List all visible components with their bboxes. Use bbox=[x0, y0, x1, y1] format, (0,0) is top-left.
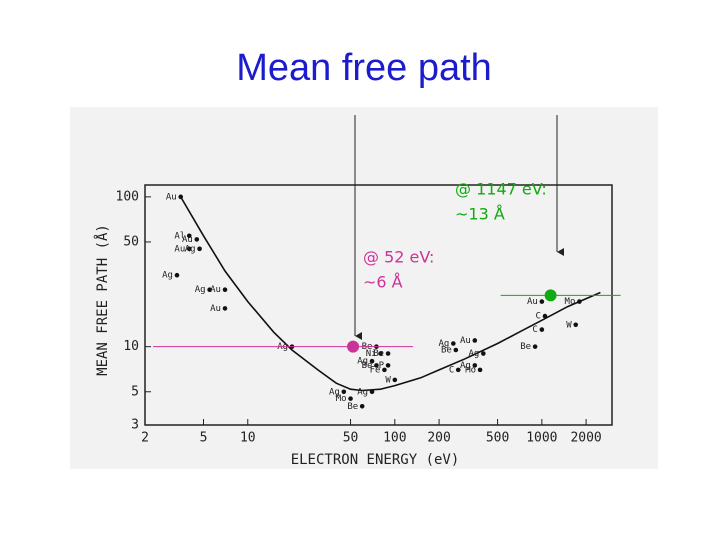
x-tick-label: 500 bbox=[486, 431, 509, 446]
data-point bbox=[385, 351, 391, 356]
x-tick-label: 2 bbox=[141, 431, 149, 446]
data-point bbox=[341, 389, 347, 395]
figure-background bbox=[70, 107, 658, 469]
annotation-text: @ 1147 eV: bbox=[455, 180, 547, 199]
point-label: Ni bbox=[366, 349, 377, 359]
point-label: Au bbox=[460, 336, 471, 346]
data-point bbox=[385, 363, 391, 368]
point-label: C bbox=[449, 365, 454, 375]
x-axis-label: ELECTRON ENERGY (eV) bbox=[291, 452, 460, 468]
data-point bbox=[222, 287, 228, 293]
point-label: W bbox=[566, 320, 572, 330]
y-axis-label: MEAN FREE PATH (Å) bbox=[94, 224, 111, 376]
point-label: Be bbox=[347, 402, 358, 412]
data-point bbox=[539, 299, 545, 304]
data-point bbox=[453, 347, 459, 353]
data-point bbox=[186, 233, 192, 239]
y-tick-label: 5 bbox=[131, 384, 139, 399]
data-point bbox=[348, 396, 353, 401]
plot-frame bbox=[144, 184, 613, 426]
x-tick-label: 100 bbox=[383, 431, 406, 446]
data-point bbox=[207, 287, 212, 293]
y-tick-label: 10 bbox=[123, 339, 139, 354]
point-label: Ag bbox=[460, 361, 471, 371]
point-label: Au bbox=[174, 244, 185, 254]
data-point bbox=[174, 272, 180, 278]
point-label: Al bbox=[174, 231, 185, 241]
x-tick-label: 50 bbox=[343, 431, 359, 446]
highlight-point bbox=[347, 340, 360, 353]
slide-title: Mean free path bbox=[236, 47, 492, 89]
point-label: Au bbox=[210, 285, 221, 295]
x-tick-label: 10 bbox=[240, 431, 256, 446]
data-point bbox=[481, 351, 486, 356]
point-label: P bbox=[379, 361, 385, 371]
point-label: Ag bbox=[468, 349, 479, 359]
data-point bbox=[197, 246, 202, 252]
point-label: Ag bbox=[357, 357, 368, 367]
data-point bbox=[542, 313, 548, 319]
data-point bbox=[222, 306, 228, 311]
point-label: Be bbox=[441, 346, 452, 356]
point-label: Ag bbox=[195, 285, 206, 295]
highlight-point bbox=[544, 289, 557, 302]
data-point bbox=[178, 194, 184, 200]
data-point bbox=[472, 338, 478, 343]
data-point bbox=[577, 299, 582, 304]
point-label: Ag bbox=[329, 387, 340, 397]
data-point bbox=[539, 327, 545, 332]
annotation-text: ~6 Å bbox=[363, 273, 403, 292]
data-point bbox=[573, 322, 579, 328]
y-tick-label: 3 bbox=[131, 418, 139, 433]
x-tick-label: 2000 bbox=[570, 431, 601, 446]
y-tick-label: 100 bbox=[116, 189, 139, 204]
point-label: C bbox=[536, 312, 541, 322]
point-label: Fe bbox=[370, 365, 381, 375]
point-label: Mo bbox=[565, 297, 576, 307]
point-label: Mo bbox=[465, 365, 476, 375]
point-label: Mo bbox=[336, 394, 347, 404]
point-label: Au bbox=[182, 235, 193, 245]
annotation-text: ~13 Å bbox=[455, 205, 505, 224]
x-tick-label: 5 bbox=[200, 431, 208, 446]
point-label: Au bbox=[166, 192, 177, 202]
point-label: Be bbox=[362, 361, 373, 371]
point-label: W bbox=[385, 375, 391, 385]
y-tick-label: 50 bbox=[123, 234, 139, 249]
point-label: C bbox=[532, 325, 537, 335]
data-point bbox=[194, 237, 200, 242]
data-point bbox=[369, 389, 375, 395]
data-point bbox=[472, 363, 478, 368]
data-point bbox=[532, 344, 538, 349]
data-point bbox=[378, 351, 383, 356]
data-point bbox=[451, 341, 456, 346]
data-point bbox=[186, 246, 192, 252]
annotation-text: @ 52 eV: bbox=[363, 248, 434, 267]
data-point bbox=[392, 377, 398, 383]
x-tick-label: 200 bbox=[427, 431, 450, 446]
point-label: Au bbox=[210, 304, 221, 314]
data-point bbox=[369, 358, 375, 364]
x-tick-label: 1000 bbox=[526, 431, 557, 446]
point-label: Be bbox=[373, 349, 384, 359]
point-label: Ag bbox=[162, 271, 173, 281]
point-label: Be bbox=[520, 342, 531, 352]
data-point bbox=[359, 403, 365, 409]
data-point bbox=[374, 363, 379, 368]
data-point bbox=[382, 367, 387, 373]
point-label: Ag bbox=[438, 339, 449, 349]
point-label: Ag bbox=[185, 244, 196, 254]
data-point bbox=[455, 367, 461, 373]
point-label: Ag bbox=[357, 387, 368, 397]
point-label: Au bbox=[527, 297, 538, 307]
data-point bbox=[477, 367, 483, 373]
